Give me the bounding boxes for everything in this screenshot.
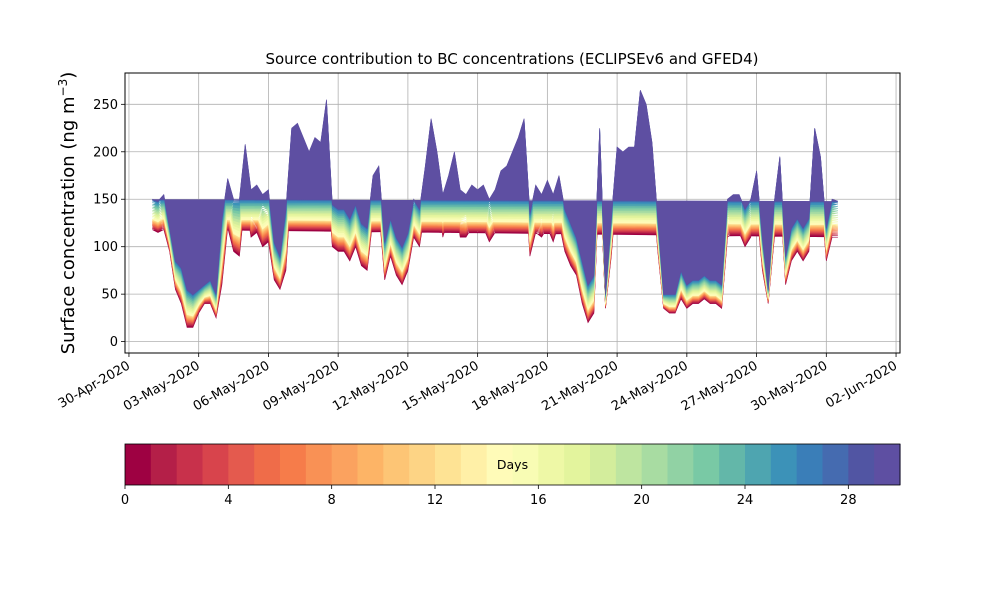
colorbar-tick-label: 16 — [530, 493, 547, 508]
x-tick-label: 21-May-2020 — [539, 358, 621, 414]
y-tick-label: 50 — [101, 288, 118, 303]
x-tick-label: 06-May-2020 — [191, 358, 273, 414]
colorbar: 0 4 8 12 16 20 24 28 Days — [121, 443, 901, 508]
colorbar-tick-label: 8 — [328, 493, 336, 508]
colorbar-tick-label: 0 — [121, 493, 129, 508]
colorbar-swatch — [667, 444, 694, 485]
colorbar-label: Days — [497, 457, 528, 472]
colorbar-swatch — [512, 444, 539, 485]
colorbar-swatch — [822, 444, 849, 485]
x-tick-label: 18-May-2020 — [470, 358, 552, 414]
colorbar-swatch — [874, 444, 901, 485]
colorbar-swatch — [202, 444, 229, 485]
colorbar-swatch — [615, 444, 643, 485]
colorbar-tick-label: 4 — [224, 493, 232, 508]
colorbar-swatch — [228, 444, 255, 485]
colorbar-swatch — [383, 444, 410, 485]
colorbar-swatch — [745, 444, 772, 485]
x-tick-label: 09-May-2020 — [260, 358, 342, 414]
y-tick-label: 200 — [93, 145, 118, 160]
colorbar-swatch — [796, 444, 824, 485]
colorbar-swatch — [770, 444, 798, 485]
colorbar-tick-label: 20 — [633, 493, 650, 508]
colorbar-swatch — [409, 444, 436, 485]
x-tick-label: 12-May-2020 — [330, 358, 412, 414]
colorbar-swatch — [693, 444, 720, 485]
colorbar-swatch — [435, 444, 462, 485]
colorbar-swatch — [486, 444, 514, 485]
colorbar-swatch — [641, 444, 669, 485]
x-tick-label: 15-May-2020 — [400, 358, 482, 414]
y-axis-label: Surface concentration (ng m−3) — [56, 72, 79, 355]
chart-title: Source contribution to BC concentrations… — [265, 50, 758, 68]
y-tick-label: 0 — [110, 335, 118, 350]
colorbar-swatch — [590, 444, 617, 485]
x-tick-label: 03-May-2020 — [121, 358, 203, 414]
colorbar-swatch — [176, 444, 204, 485]
x-tick-label: 02-Jun-2020 — [823, 358, 900, 411]
stacked-areas — [152, 89, 838, 328]
x-tick-label: 30-May-2020 — [749, 358, 831, 414]
plot-frame — [124, 72, 901, 354]
y-tick-label: 100 — [93, 240, 118, 255]
x-tick-label: 24-May-2020 — [609, 358, 691, 414]
colorbar-swatch — [254, 444, 281, 485]
colorbar-swatch — [564, 444, 591, 485]
colorbar-swatch — [719, 444, 746, 485]
colorbar-swatch — [305, 444, 333, 485]
y-tick-label: 250 — [93, 98, 118, 113]
colorbar-swatch — [357, 444, 384, 485]
colorbar-swatch — [280, 444, 307, 485]
colorbar-swatch — [848, 444, 875, 485]
colorbar-tick-label: 28 — [840, 493, 857, 508]
colorbar-frame — [124, 443, 901, 486]
y-tick-label: 150 — [93, 193, 118, 208]
colorbar-tick-label: 12 — [427, 493, 444, 508]
x-tick-label: 27-May-2020 — [679, 358, 761, 414]
colorbar-swatch — [460, 444, 488, 485]
colorbar-tick-label: 24 — [737, 493, 754, 508]
colorbar-swatch — [125, 444, 152, 485]
colorbar-swatch — [331, 444, 359, 485]
colorbar-swatch — [538, 444, 565, 485]
area-band-day-29 — [152, 89, 838, 295]
colorbar-swatch — [150, 444, 178, 485]
